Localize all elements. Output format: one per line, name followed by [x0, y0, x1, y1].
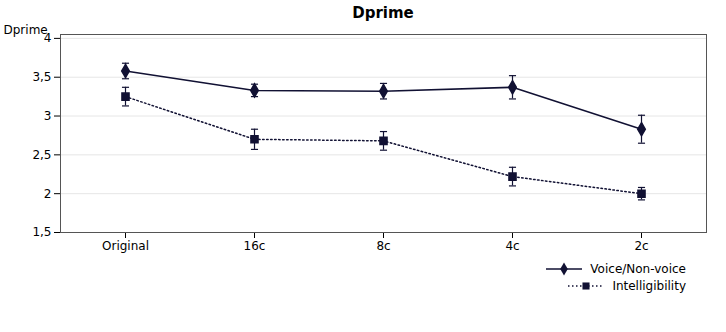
svg-text:Original: Original [102, 239, 149, 253]
svg-text:Dprime: Dprime [4, 23, 48, 37]
svg-text:2,5: 2,5 [32, 148, 51, 162]
svg-text:1,5: 1,5 [32, 225, 51, 239]
svg-text:3: 3 [44, 109, 52, 123]
svg-text:2c: 2c [634, 239, 648, 253]
html-text:Voice/Non-voice: Voice/Non-voice [590, 262, 686, 276]
svg-text:2: 2 [44, 187, 52, 201]
svg-text:4c: 4c [505, 239, 519, 253]
svg-text:8c: 8c [376, 239, 390, 253]
svg-text:4: 4 [43, 31, 52, 46]
html-text:Dprime: Dprime [352, 4, 414, 22]
svg-text:3,5: 3,5 [32, 70, 51, 84]
svg-text:16c: 16c [244, 239, 266, 253]
html-text:Intelligibility: Intelligibility [612, 279, 686, 293]
